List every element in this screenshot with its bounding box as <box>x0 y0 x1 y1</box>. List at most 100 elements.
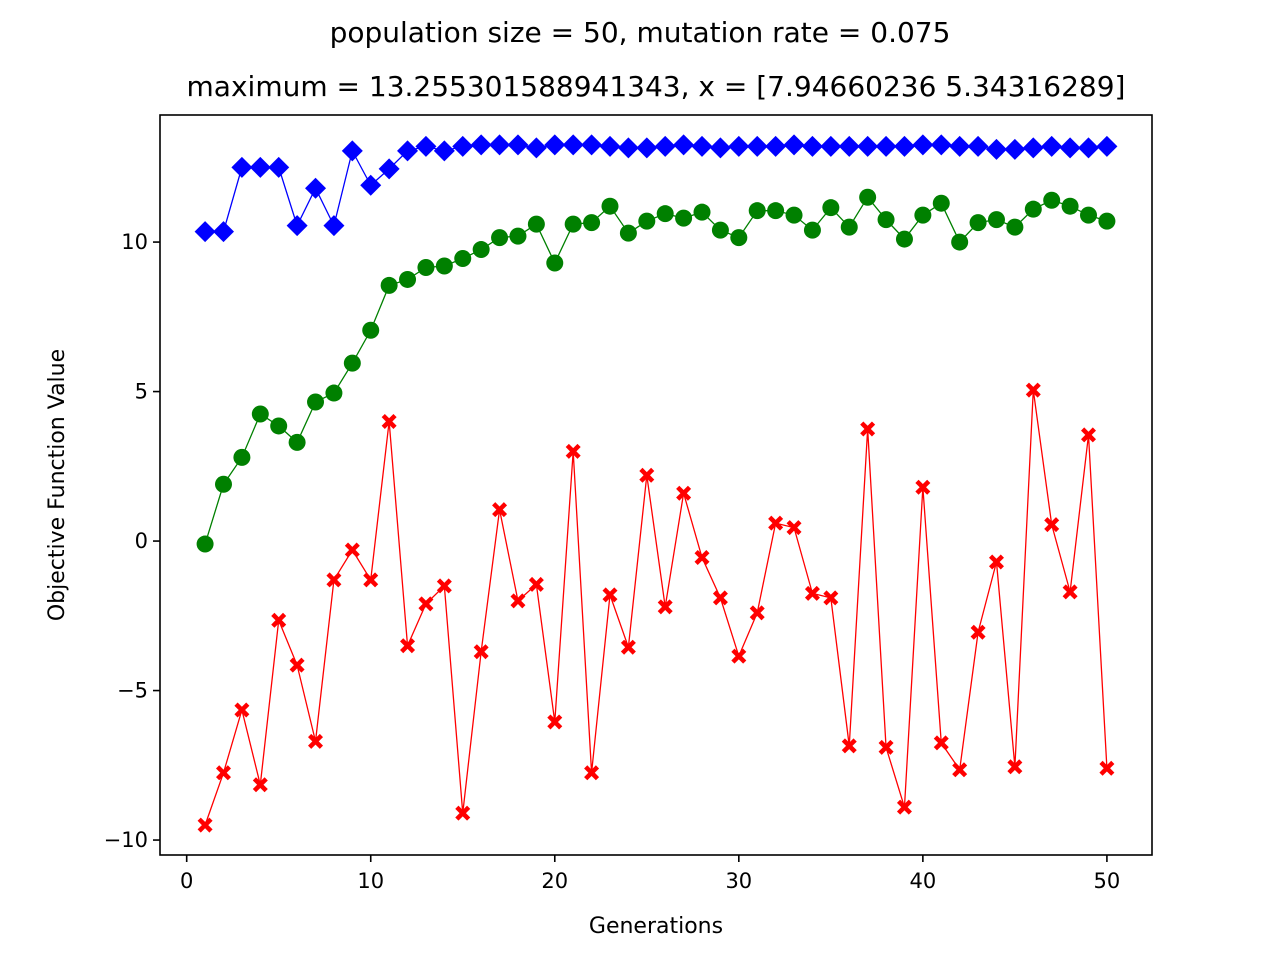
data-point <box>840 218 858 236</box>
data-point <box>765 135 787 157</box>
data-point <box>1044 517 1060 533</box>
data-point <box>271 612 287 628</box>
data-point <box>397 140 419 162</box>
data-point <box>1062 584 1078 600</box>
data-point <box>768 515 784 531</box>
data-point <box>712 590 728 606</box>
data-point <box>544 134 566 156</box>
data-point <box>252 777 268 793</box>
data-point <box>638 212 656 230</box>
x-tick-label: 50 <box>1094 869 1121 893</box>
data-point <box>636 137 658 159</box>
data-point <box>234 702 250 718</box>
series-diamond <box>194 134 1118 243</box>
series-line <box>204 389 1108 826</box>
data-point <box>380 276 398 294</box>
data-point <box>1061 197 1079 215</box>
data-point <box>656 205 674 223</box>
data-point <box>546 254 564 272</box>
data-point <box>381 413 397 429</box>
data-point <box>565 443 581 459</box>
data-point <box>786 520 802 536</box>
data-point <box>326 572 342 588</box>
data-point <box>749 605 765 621</box>
data-point <box>344 542 360 558</box>
y-tick-label: 5 <box>135 380 148 404</box>
data-point <box>1080 206 1098 224</box>
data-point <box>803 221 821 239</box>
data-point <box>454 250 472 268</box>
y-tick-label: 0 <box>135 529 148 553</box>
chart-subtitle: maximum = 13.255301588941343, x = [7.946… <box>186 70 1126 103</box>
data-point <box>507 134 529 156</box>
data-point <box>822 199 840 217</box>
data-point <box>878 739 894 755</box>
data-point <box>547 714 563 730</box>
x-tick-label: 10 <box>357 869 384 893</box>
data-point <box>216 765 231 781</box>
data-point <box>1099 760 1115 776</box>
data-point <box>525 137 547 159</box>
data-point <box>838 135 860 157</box>
x-tick-label: 0 <box>180 869 193 893</box>
data-point <box>949 135 971 157</box>
data-point <box>305 177 327 199</box>
data-point <box>601 197 619 215</box>
data-point <box>970 624 986 640</box>
data-point <box>617 137 639 159</box>
data-point <box>343 354 361 372</box>
series-circle <box>196 188 1116 553</box>
data-point <box>988 554 1004 570</box>
data-point <box>455 805 471 821</box>
data-point <box>676 485 692 501</box>
data-point <box>472 241 490 259</box>
data-point <box>748 202 766 220</box>
data-point <box>564 215 582 233</box>
data-point <box>691 135 713 157</box>
data-point <box>341 140 363 162</box>
data-point <box>1004 138 1026 160</box>
data-point <box>967 135 989 157</box>
data-point <box>1096 135 1118 157</box>
data-point <box>417 258 435 276</box>
data-point <box>360 174 382 196</box>
plot-frame <box>159 114 1153 856</box>
data-point <box>930 134 952 156</box>
data-point <box>619 224 637 242</box>
data-point <box>197 817 213 833</box>
data-point <box>249 156 271 178</box>
data-point <box>914 206 932 224</box>
y-tick-label: −5 <box>117 679 148 703</box>
data-point <box>400 638 416 654</box>
data-point <box>951 233 969 251</box>
data-point <box>584 765 600 781</box>
data-point <box>730 229 748 247</box>
data-point <box>785 206 803 224</box>
data-point <box>363 572 379 588</box>
data-point <box>673 134 695 156</box>
data-point <box>286 215 308 237</box>
data-point <box>783 134 805 156</box>
data-point <box>896 799 912 815</box>
data-point <box>895 230 913 248</box>
data-point <box>527 215 545 233</box>
data-point <box>510 593 526 609</box>
data-point <box>875 135 897 157</box>
x-tick-label: 30 <box>725 869 752 893</box>
data-point <box>857 135 879 157</box>
data-point <box>307 393 325 411</box>
data-point <box>251 405 269 423</box>
data-point <box>801 135 823 157</box>
data-point <box>378 158 400 180</box>
data-point <box>804 585 820 601</box>
data-point <box>1041 135 1063 157</box>
data-point <box>583 214 601 232</box>
series-line <box>204 196 1108 545</box>
data-point <box>675 209 693 227</box>
data-point <box>693 203 711 221</box>
data-point <box>233 448 251 466</box>
data-point <box>933 735 949 751</box>
data-point <box>214 475 232 493</box>
data-point <box>657 599 673 615</box>
data-point <box>877 211 895 229</box>
